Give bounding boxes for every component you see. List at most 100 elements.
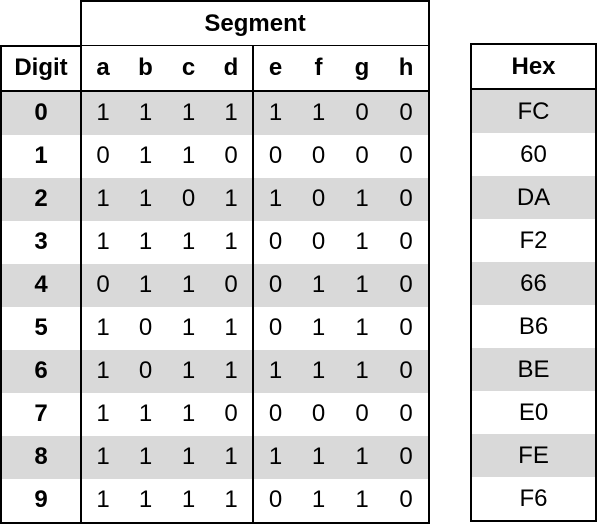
segment-bit-cell: 1	[167, 478, 210, 524]
segment-bit-cell: 0	[340, 90, 384, 135]
segment-bit-cell: 0	[384, 478, 431, 524]
segment-bit-cell: 0	[167, 177, 210, 221]
segment-bit-cell: 1	[297, 435, 340, 479]
table-row: F6	[470, 477, 597, 522]
segment-bit-cell: 1	[340, 177, 384, 221]
segment-bit-cell: 1	[340, 349, 384, 393]
digit-cell: 2	[0, 177, 82, 221]
segment-bit-cell: 1	[81, 349, 124, 393]
segment-bit-cell: 1	[210, 349, 254, 393]
segment-bit-cell: 0	[210, 263, 254, 307]
segment-bit-cell: 0	[253, 478, 297, 524]
segment-bit-cell: 0	[384, 90, 431, 135]
hex-cell: E0	[470, 391, 597, 434]
segment-bit-cell: 0	[253, 263, 297, 307]
digit-header: Digit	[0, 44, 82, 92]
segment-bit-cell: 0	[311, 228, 326, 255]
segment-bit-cell: 0	[268, 142, 283, 169]
segment-label: a	[81, 45, 124, 92]
segment-bit-cell: 1	[297, 263, 340, 307]
segment-bit-cell: 1	[96, 400, 110, 427]
segment-bit-cell: 1	[81, 177, 124, 221]
table-row: 66	[470, 262, 597, 305]
digit-cell: 9	[0, 478, 82, 524]
segment-bit-cell: 1	[253, 177, 297, 221]
table-row: B6	[470, 305, 597, 348]
segment-bit-cell: 0	[138, 314, 153, 341]
segment-bit-cell: 1	[124, 263, 167, 307]
table-row: FC	[470, 89, 597, 133]
segment-bit-cell: 1	[124, 435, 167, 479]
hex-cell: BE	[470, 348, 597, 391]
hex-cell: DA	[470, 176, 597, 219]
segment-bit-cell: 1	[210, 478, 254, 524]
segment-label: g	[340, 45, 384, 92]
segment-bit-cell: 1	[181, 228, 196, 255]
segment-bit-cell: 0	[384, 349, 431, 393]
segment-bit-cell: 1	[355, 228, 369, 255]
segment-bit-cell: 1	[96, 314, 110, 341]
segment-bit-cell: 1	[167, 435, 210, 479]
segment-bit-cell: 1	[210, 220, 254, 264]
segment-header: Segment	[79, 0, 431, 46]
segment-bit-cell: 0	[210, 134, 254, 178]
segment-bit-cell: 0	[384, 435, 431, 479]
segment-bit-cell: 1	[124, 478, 167, 524]
digit-cell: 1	[0, 134, 82, 178]
table-row: DA	[470, 176, 597, 219]
table-row: BE	[470, 348, 597, 391]
segment-bit-cell: 1	[124, 90, 167, 135]
digit-cell: 4	[0, 263, 82, 307]
segment-bit-cell: 1	[124, 177, 167, 221]
segment-label: f	[297, 45, 340, 92]
hex-cell: B6	[470, 305, 597, 348]
hex-table: Hex FC 60 DA F2 66 B6 BE E0 FE F6	[470, 43, 597, 522]
segment-bit-cell: 1	[167, 263, 210, 307]
segment-bit-cell: 0	[210, 392, 254, 436]
segment-bit-cell: 0	[311, 400, 326, 427]
segment-bit-cell: 1	[253, 90, 297, 135]
hex-header: Hex	[470, 43, 597, 90]
segment-bit-cell: 1	[210, 306, 254, 350]
segment-bit-cell: 1	[81, 90, 124, 135]
segment-bit-cell: 1	[181, 400, 196, 427]
table-row: E0	[470, 391, 597, 434]
table-row: F2	[470, 219, 597, 262]
segment-label: d	[210, 45, 254, 92]
segment-bit-cell: 0	[384, 263, 431, 307]
segment-bit-cell: 1	[138, 228, 153, 255]
digit-cell: 6	[0, 349, 82, 393]
segment-bit-cell: 1	[181, 314, 196, 341]
segment-bit-cell: 0	[268, 314, 283, 341]
segment-bit-cell: 1	[340, 263, 384, 307]
segment-bit-cell: 1	[167, 90, 210, 135]
segment-bit-cell: 1	[340, 478, 384, 524]
digit-cell: 5	[0, 306, 82, 350]
table-row: 60	[470, 133, 597, 176]
digit-cell: 7	[0, 392, 82, 436]
segment-label: c	[167, 45, 210, 92]
segment-bit-cell: 1	[297, 349, 340, 393]
segment-bit-cell: 0	[81, 263, 124, 307]
segment-label: b	[124, 45, 167, 92]
segment-bit-cell: 1	[167, 349, 210, 393]
hex-cell: FC	[470, 89, 597, 133]
segment-bit-cell: 0	[311, 142, 326, 169]
segment-label: e	[253, 45, 297, 92]
hex-cell: 60	[470, 133, 597, 176]
digit-cell: 0	[0, 90, 82, 135]
hex-cell: FE	[470, 434, 597, 477]
segment-bit-cell: 1	[181, 142, 196, 169]
segment-bit-cell: 0	[384, 220, 431, 264]
segment-bit-cell: 0	[355, 400, 369, 427]
segment-bit-cell: 1	[81, 435, 124, 479]
segment-bit-cell: 0	[355, 142, 369, 169]
